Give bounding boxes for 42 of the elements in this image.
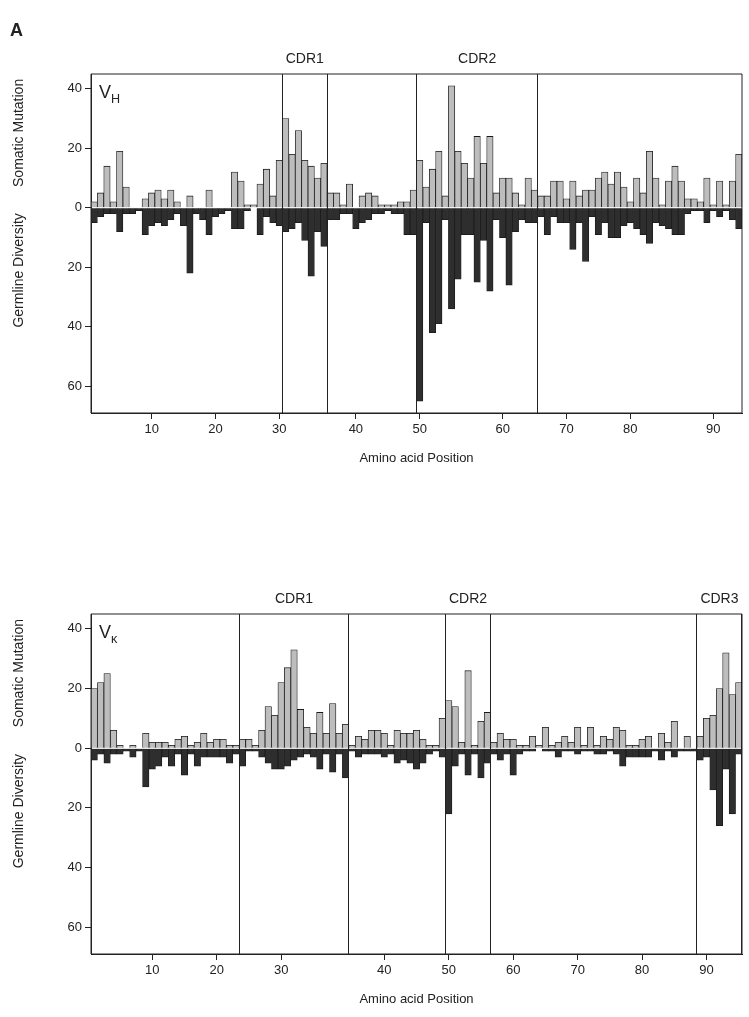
x-tick-label: 80 [623, 421, 638, 437]
y-tick-label: 0 [74, 199, 82, 215]
y-tick-label: 20 [67, 258, 82, 274]
x-tick-label: 60 [495, 421, 510, 437]
x-tick-label: 40 [348, 421, 364, 437]
x-tick-label: 70 [570, 962, 585, 978]
x-tick-label: 10 [145, 962, 160, 978]
x-axis-title: Amino acid Position [359, 990, 474, 1006]
x-tick-label: 20 [208, 421, 223, 437]
y-axis-title: Somatic Mutation [9, 619, 26, 728]
y-tick-label: 40 [67, 80, 82, 96]
text: CDR2 [458, 49, 497, 66]
y-axis-title: Somatic Mutation [9, 78, 26, 187]
text: Germline Diversity [9, 213, 26, 328]
y-tick-label: 40 [67, 318, 82, 334]
text: CDR1 [285, 49, 325, 66]
y-tick-label: 40 [67, 859, 82, 875]
x-tick-label: 90 [699, 962, 714, 978]
x-tick-label: 30 [273, 962, 289, 978]
y-tick-label: 20 [67, 799, 82, 815]
x-tick-label: 80 [634, 962, 650, 978]
x-tick-label: 40 [377, 962, 392, 978]
x-tick-label: 70 [559, 421, 574, 437]
x-tick-label: 60 [505, 962, 521, 978]
y-tick-label: 0 [74, 739, 82, 755]
text: CDR2 [449, 589, 488, 606]
y-tick-label: 60 [67, 918, 82, 934]
x-tick-label: 50 [412, 421, 427, 437]
y-tick-label: 40 [67, 620, 82, 636]
text: CDR3 [700, 589, 739, 606]
text: CDR1 [274, 589, 314, 606]
x-tick-label: 50 [441, 962, 456, 978]
y-tick-label: 20 [67, 139, 82, 155]
chart-title: A [10, 20, 23, 40]
y-tick-label: 20 [67, 680, 82, 696]
x-tick-label: 20 [209, 962, 224, 978]
x-tick-label: 90 [706, 421, 721, 437]
x-tick-label: 30 [272, 421, 287, 437]
x-tick-label: 10 [144, 421, 159, 437]
x-axis-title: Amino acid Position [359, 449, 474, 465]
text: Germline Diversity [9, 753, 26, 869]
y-tick-label: 60 [67, 377, 82, 393]
